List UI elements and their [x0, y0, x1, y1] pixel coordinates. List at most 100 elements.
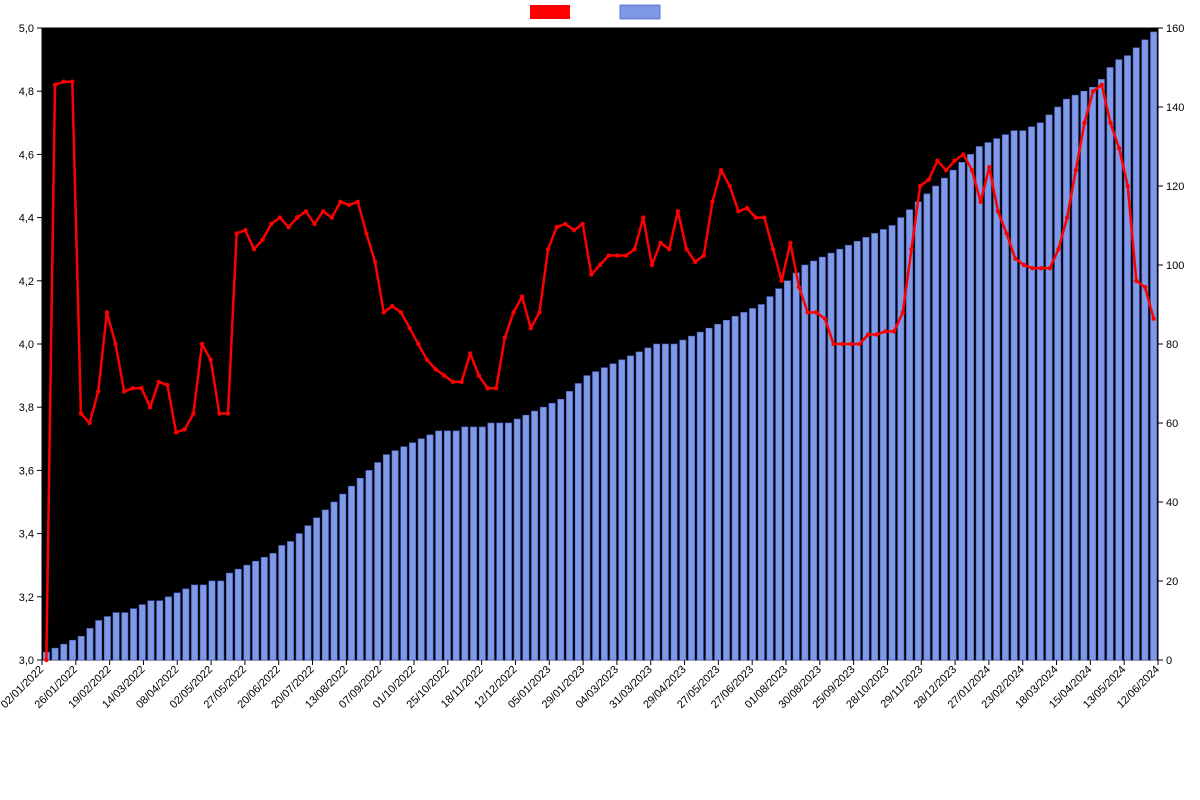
line-marker — [321, 209, 325, 213]
bar — [706, 328, 712, 660]
line-marker — [1091, 89, 1095, 93]
bar — [261, 557, 267, 660]
line-marker — [105, 310, 109, 314]
bar — [444, 431, 450, 660]
bar — [601, 368, 607, 660]
line-marker — [459, 380, 463, 384]
bar — [575, 384, 581, 661]
line-marker — [338, 200, 342, 204]
line-marker — [1082, 121, 1086, 125]
bar — [1011, 131, 1017, 660]
line-marker — [312, 222, 316, 226]
bar — [209, 581, 215, 660]
bar — [1055, 107, 1061, 660]
line-marker — [373, 260, 377, 264]
line-marker — [866, 332, 870, 336]
line-marker — [918, 184, 922, 188]
line-marker — [935, 159, 939, 163]
line-marker — [200, 342, 204, 346]
svg-text:4,0: 4,0 — [19, 339, 34, 351]
bar — [427, 435, 433, 660]
bar — [279, 545, 285, 660]
bar — [191, 585, 197, 660]
line-marker — [183, 427, 187, 431]
bar — [671, 344, 677, 660]
line-marker — [693, 260, 697, 264]
line-marker — [252, 247, 256, 251]
line-marker — [909, 247, 913, 251]
svg-text:160: 160 — [1166, 23, 1184, 35]
line-marker — [667, 247, 671, 251]
line-marker — [485, 386, 489, 390]
bar — [96, 621, 102, 661]
svg-text:100: 100 — [1166, 260, 1184, 272]
line-marker — [260, 238, 264, 242]
svg-text:80: 80 — [1166, 339, 1178, 351]
line-marker — [295, 215, 299, 219]
line-marker — [364, 231, 368, 235]
line-marker — [1039, 266, 1043, 270]
line-marker — [788, 241, 792, 245]
bar — [776, 289, 782, 660]
bar — [1028, 127, 1034, 660]
line-marker — [113, 342, 117, 346]
line-marker — [477, 373, 481, 377]
bar — [104, 617, 110, 660]
bar — [357, 478, 363, 660]
bar — [880, 229, 886, 660]
line-marker — [1065, 215, 1069, 219]
line-marker — [563, 222, 567, 226]
bar — [453, 431, 459, 660]
bar — [758, 305, 764, 661]
line-marker — [650, 263, 654, 267]
bar — [558, 399, 564, 660]
bar — [950, 170, 956, 660]
bar — [174, 593, 180, 660]
line-marker — [347, 203, 351, 207]
line-marker — [174, 430, 178, 434]
line-marker — [1048, 266, 1052, 270]
line-marker — [390, 304, 394, 308]
bar — [1142, 40, 1148, 660]
line-marker — [131, 386, 135, 390]
line-marker — [624, 253, 628, 257]
svg-text:140: 140 — [1166, 102, 1184, 114]
line-marker — [433, 367, 437, 371]
line-marker — [1151, 317, 1155, 321]
bar — [741, 312, 747, 660]
line-marker — [399, 310, 403, 314]
bar — [436, 431, 442, 660]
bar — [889, 226, 895, 661]
bar — [139, 605, 145, 660]
bar — [392, 451, 398, 660]
bar — [157, 601, 163, 660]
line-marker — [970, 168, 974, 172]
line-marker — [797, 285, 801, 289]
bar — [479, 427, 485, 660]
bar — [1081, 91, 1087, 660]
line-marker — [728, 184, 732, 188]
line-marker — [425, 358, 429, 362]
line-marker — [139, 386, 143, 390]
svg-text:40: 40 — [1166, 497, 1178, 509]
line-marker — [875, 332, 879, 336]
bar — [1002, 135, 1008, 660]
line-marker — [676, 209, 680, 213]
line-marker — [1134, 279, 1138, 283]
bar — [505, 423, 511, 660]
line-marker — [451, 380, 455, 384]
line-marker — [44, 658, 48, 662]
bar — [113, 613, 119, 660]
bar — [976, 147, 982, 661]
line-marker — [1013, 256, 1017, 260]
line-marker — [840, 342, 844, 346]
line-marker — [416, 342, 420, 346]
bar — [627, 356, 633, 660]
line-marker — [589, 272, 593, 276]
bar — [540, 407, 546, 660]
bar — [531, 411, 537, 660]
bar — [654, 344, 660, 660]
svg-text:3,4: 3,4 — [19, 529, 34, 541]
line-marker — [122, 389, 126, 393]
bar — [1089, 87, 1095, 660]
